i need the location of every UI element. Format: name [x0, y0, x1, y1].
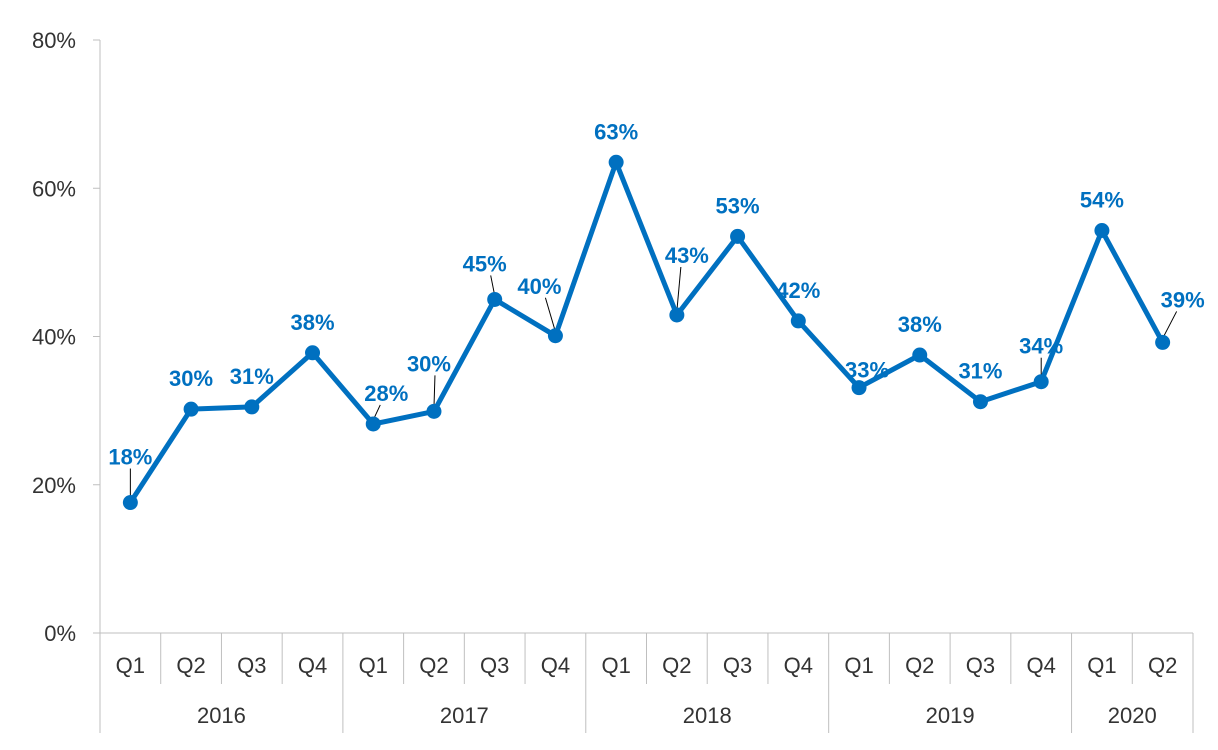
- data-point: [244, 399, 260, 415]
- data-label: 54%: [1080, 188, 1124, 213]
- data-point: [122, 495, 138, 511]
- data-point: [547, 328, 563, 344]
- y-tick-label: 0%: [44, 621, 76, 646]
- x-tick-label: Q2: [419, 653, 448, 678]
- data-label: 28%: [364, 381, 408, 406]
- data-point: [790, 313, 806, 329]
- data-label: 33%: [845, 358, 889, 383]
- data-label: 31%: [958, 359, 1002, 384]
- data-point: [912, 347, 928, 363]
- x-tick-label: Q4: [541, 653, 570, 678]
- data-point: [426, 403, 442, 419]
- data-label: 53%: [716, 193, 760, 218]
- x-tick-label: Q2: [662, 653, 691, 678]
- data-label: 43%: [665, 243, 709, 268]
- x-tick-label: Q4: [1027, 653, 1056, 678]
- data-label: 31%: [230, 364, 274, 389]
- year-label: 2020: [1108, 703, 1157, 728]
- x-tick-label: Q3: [966, 653, 995, 678]
- data-label: 34%: [1019, 334, 1063, 359]
- data-label: 30%: [407, 351, 451, 376]
- data-point: [669, 307, 685, 323]
- x-tick-label: Q1: [844, 653, 873, 678]
- series-line: [127, 159, 1166, 505]
- x-tick-label: Q3: [237, 653, 266, 678]
- x-tick-label: Q1: [359, 653, 388, 678]
- x-tick-label: Q2: [1148, 653, 1177, 678]
- x-tick-label: Q1: [116, 653, 145, 678]
- x-tick-label: Q4: [784, 653, 813, 678]
- data-point: [1155, 334, 1171, 350]
- data-point: [608, 154, 624, 170]
- data-point: [972, 394, 988, 410]
- year-label: 2018: [683, 703, 732, 728]
- data-label: 38%: [898, 312, 942, 337]
- data-label: 39%: [1161, 287, 1205, 312]
- data-point: [183, 401, 199, 417]
- y-tick-label: 60%: [32, 176, 76, 201]
- data-label: 30%: [169, 366, 213, 391]
- data-point: [487, 291, 503, 307]
- data-label: 45%: [463, 251, 507, 276]
- x-tick-label: Q1: [601, 653, 630, 678]
- data-point: [730, 228, 746, 244]
- x-tick-label: Q3: [480, 653, 509, 678]
- y-tick-label: 20%: [32, 473, 76, 498]
- data-point: [851, 380, 867, 396]
- data-point: [305, 345, 321, 361]
- data-point: [1033, 374, 1049, 390]
- data-label-leader: [1162, 311, 1178, 339]
- data-label-leader: [433, 375, 436, 408]
- year-label: 2017: [440, 703, 489, 728]
- year-label: 2016: [197, 703, 246, 728]
- data-point: [1094, 223, 1110, 239]
- x-tick-label: Q1: [1087, 653, 1116, 678]
- data-point: [365, 416, 381, 432]
- x-tick-label: Q2: [176, 653, 205, 678]
- data-label: 18%: [108, 445, 152, 470]
- data-label: 42%: [776, 278, 820, 303]
- y-tick-label: 40%: [32, 325, 76, 350]
- x-tick-label: Q3: [723, 653, 752, 678]
- data-label-leader: [676, 266, 682, 312]
- y-tick-label: 80%: [32, 28, 76, 53]
- x-tick-label: Q2: [905, 653, 934, 678]
- year-label: 2019: [926, 703, 975, 728]
- data-label: 38%: [291, 310, 335, 335]
- x-tick-label: Q4: [298, 653, 327, 678]
- data-label: 63%: [594, 119, 638, 144]
- data-label-leader: [544, 297, 556, 332]
- data-label: 40%: [517, 274, 561, 299]
